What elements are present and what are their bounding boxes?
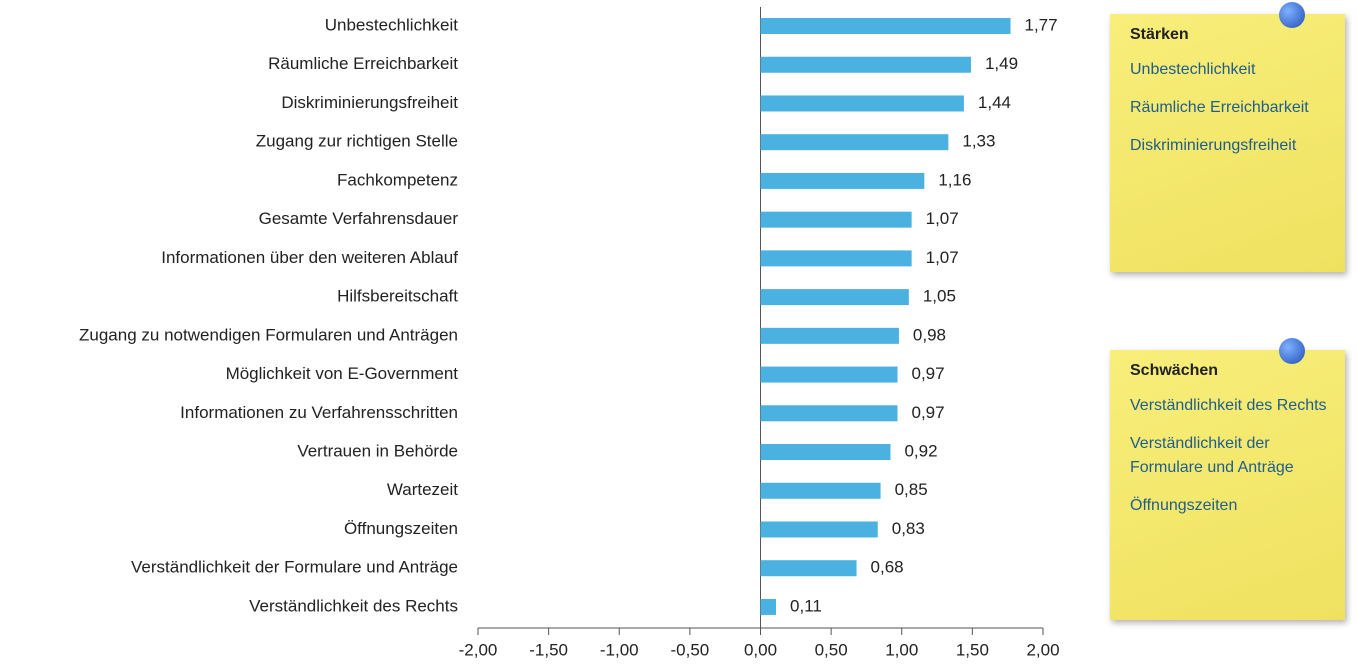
value-label: 1,44 bbox=[978, 93, 1011, 112]
x-tick-label: 1,50 bbox=[956, 640, 989, 659]
value-label: 0,85 bbox=[895, 480, 928, 499]
note-title: Schwächen bbox=[1130, 362, 1219, 379]
note-item: Unbestechlichkeit bbox=[1130, 61, 1256, 78]
x-tick-label: -1,50 bbox=[529, 640, 568, 659]
note-item: Verständlichkeit des Rechts bbox=[1130, 397, 1327, 414]
x-tick-label: 0,50 bbox=[815, 640, 848, 659]
value-label: 1,07 bbox=[926, 209, 959, 228]
value-label: 1,77 bbox=[1025, 15, 1058, 34]
value-label: 1,33 bbox=[962, 132, 995, 151]
note-item: Diskriminierungsfreiheit bbox=[1130, 137, 1297, 154]
category-label: Zugang zu notwendigen Formularen und Ant… bbox=[79, 325, 458, 344]
category-label: Räumliche Erreichbarkeit bbox=[268, 54, 458, 73]
note-item: Räumliche Erreichbarkeit bbox=[1130, 99, 1309, 116]
category-label: Informationen zu Verfahrensschritten bbox=[180, 403, 458, 422]
pin bbox=[1279, 2, 1305, 28]
bar bbox=[760, 250, 912, 267]
sticky-note: Stärken Unbestechlichkeit Räumliche Erreic… bbox=[1110, 2, 1345, 272]
note-item: Öffnungszeiten bbox=[1130, 497, 1238, 514]
bar bbox=[760, 598, 777, 615]
bar bbox=[760, 289, 909, 306]
bar bbox=[760, 366, 898, 383]
value-label: 1,07 bbox=[926, 248, 959, 267]
category-label: Unbestechlichkeit bbox=[325, 15, 459, 34]
bar bbox=[760, 521, 878, 538]
category-label: Fachkompetenz bbox=[337, 170, 458, 189]
bar bbox=[760, 482, 881, 499]
category-label: Diskriminierungsfreiheit bbox=[281, 93, 458, 112]
value-label: 0,98 bbox=[913, 325, 946, 344]
x-tick-label: 2,00 bbox=[1026, 640, 1059, 659]
bar bbox=[760, 211, 912, 228]
value-label: 0,92 bbox=[904, 442, 937, 461]
value-label: 1,49 bbox=[985, 54, 1018, 73]
category-label: Zugang zur richtigen Stelle bbox=[256, 132, 458, 151]
category-label: Verständlichkeit der Formulare und Anträ… bbox=[131, 558, 458, 577]
value-label: 1,16 bbox=[938, 170, 971, 189]
category-label: Möglichkeit von E-Government bbox=[226, 364, 459, 383]
bar bbox=[760, 18, 1011, 34]
x-tick-label: 0,00 bbox=[744, 640, 777, 659]
bar bbox=[760, 444, 891, 461]
category-label: Informationen über den weiteren Ablauf bbox=[161, 248, 458, 267]
x-tick-label: -2,00 bbox=[459, 640, 498, 659]
value-label: 0,11 bbox=[790, 596, 822, 615]
value-label: 1,05 bbox=[923, 287, 956, 306]
category-label: Wartezeit bbox=[387, 480, 458, 499]
bar bbox=[760, 327, 899, 344]
note-title: Stärken bbox=[1130, 26, 1189, 43]
value-label: 0,97 bbox=[912, 403, 945, 422]
category-label: Gesamte Verfahrensdauer bbox=[259, 209, 459, 228]
value-label: 0,83 bbox=[892, 519, 925, 538]
category-label: Verständlichkeit des Rechts bbox=[249, 596, 458, 615]
x-tick-label: 1,00 bbox=[885, 640, 918, 659]
bar bbox=[760, 560, 857, 577]
category-label: Vertrauen in Behörde bbox=[297, 442, 458, 461]
pin bbox=[1279, 338, 1305, 364]
bar bbox=[760, 56, 971, 73]
bar bbox=[760, 134, 949, 151]
note-item: Verständlichkeit der Formulare und Anträ… bbox=[1130, 435, 1294, 476]
value-label: 0,68 bbox=[871, 558, 904, 577]
x-tick-label: -0,50 bbox=[671, 640, 710, 659]
bar bbox=[760, 95, 964, 112]
bar bbox=[760, 405, 898, 422]
category-label: Öffnungszeiten bbox=[344, 519, 458, 538]
x-tick-label: -1,00 bbox=[600, 640, 639, 659]
category-label: Hilfsbereitschaft bbox=[337, 287, 458, 306]
sticky-note: Schwächen Verständlichkeit des Rechts Vers… bbox=[1110, 338, 1345, 620]
value-label: 0,97 bbox=[912, 364, 945, 383]
bar bbox=[760, 172, 925, 189]
